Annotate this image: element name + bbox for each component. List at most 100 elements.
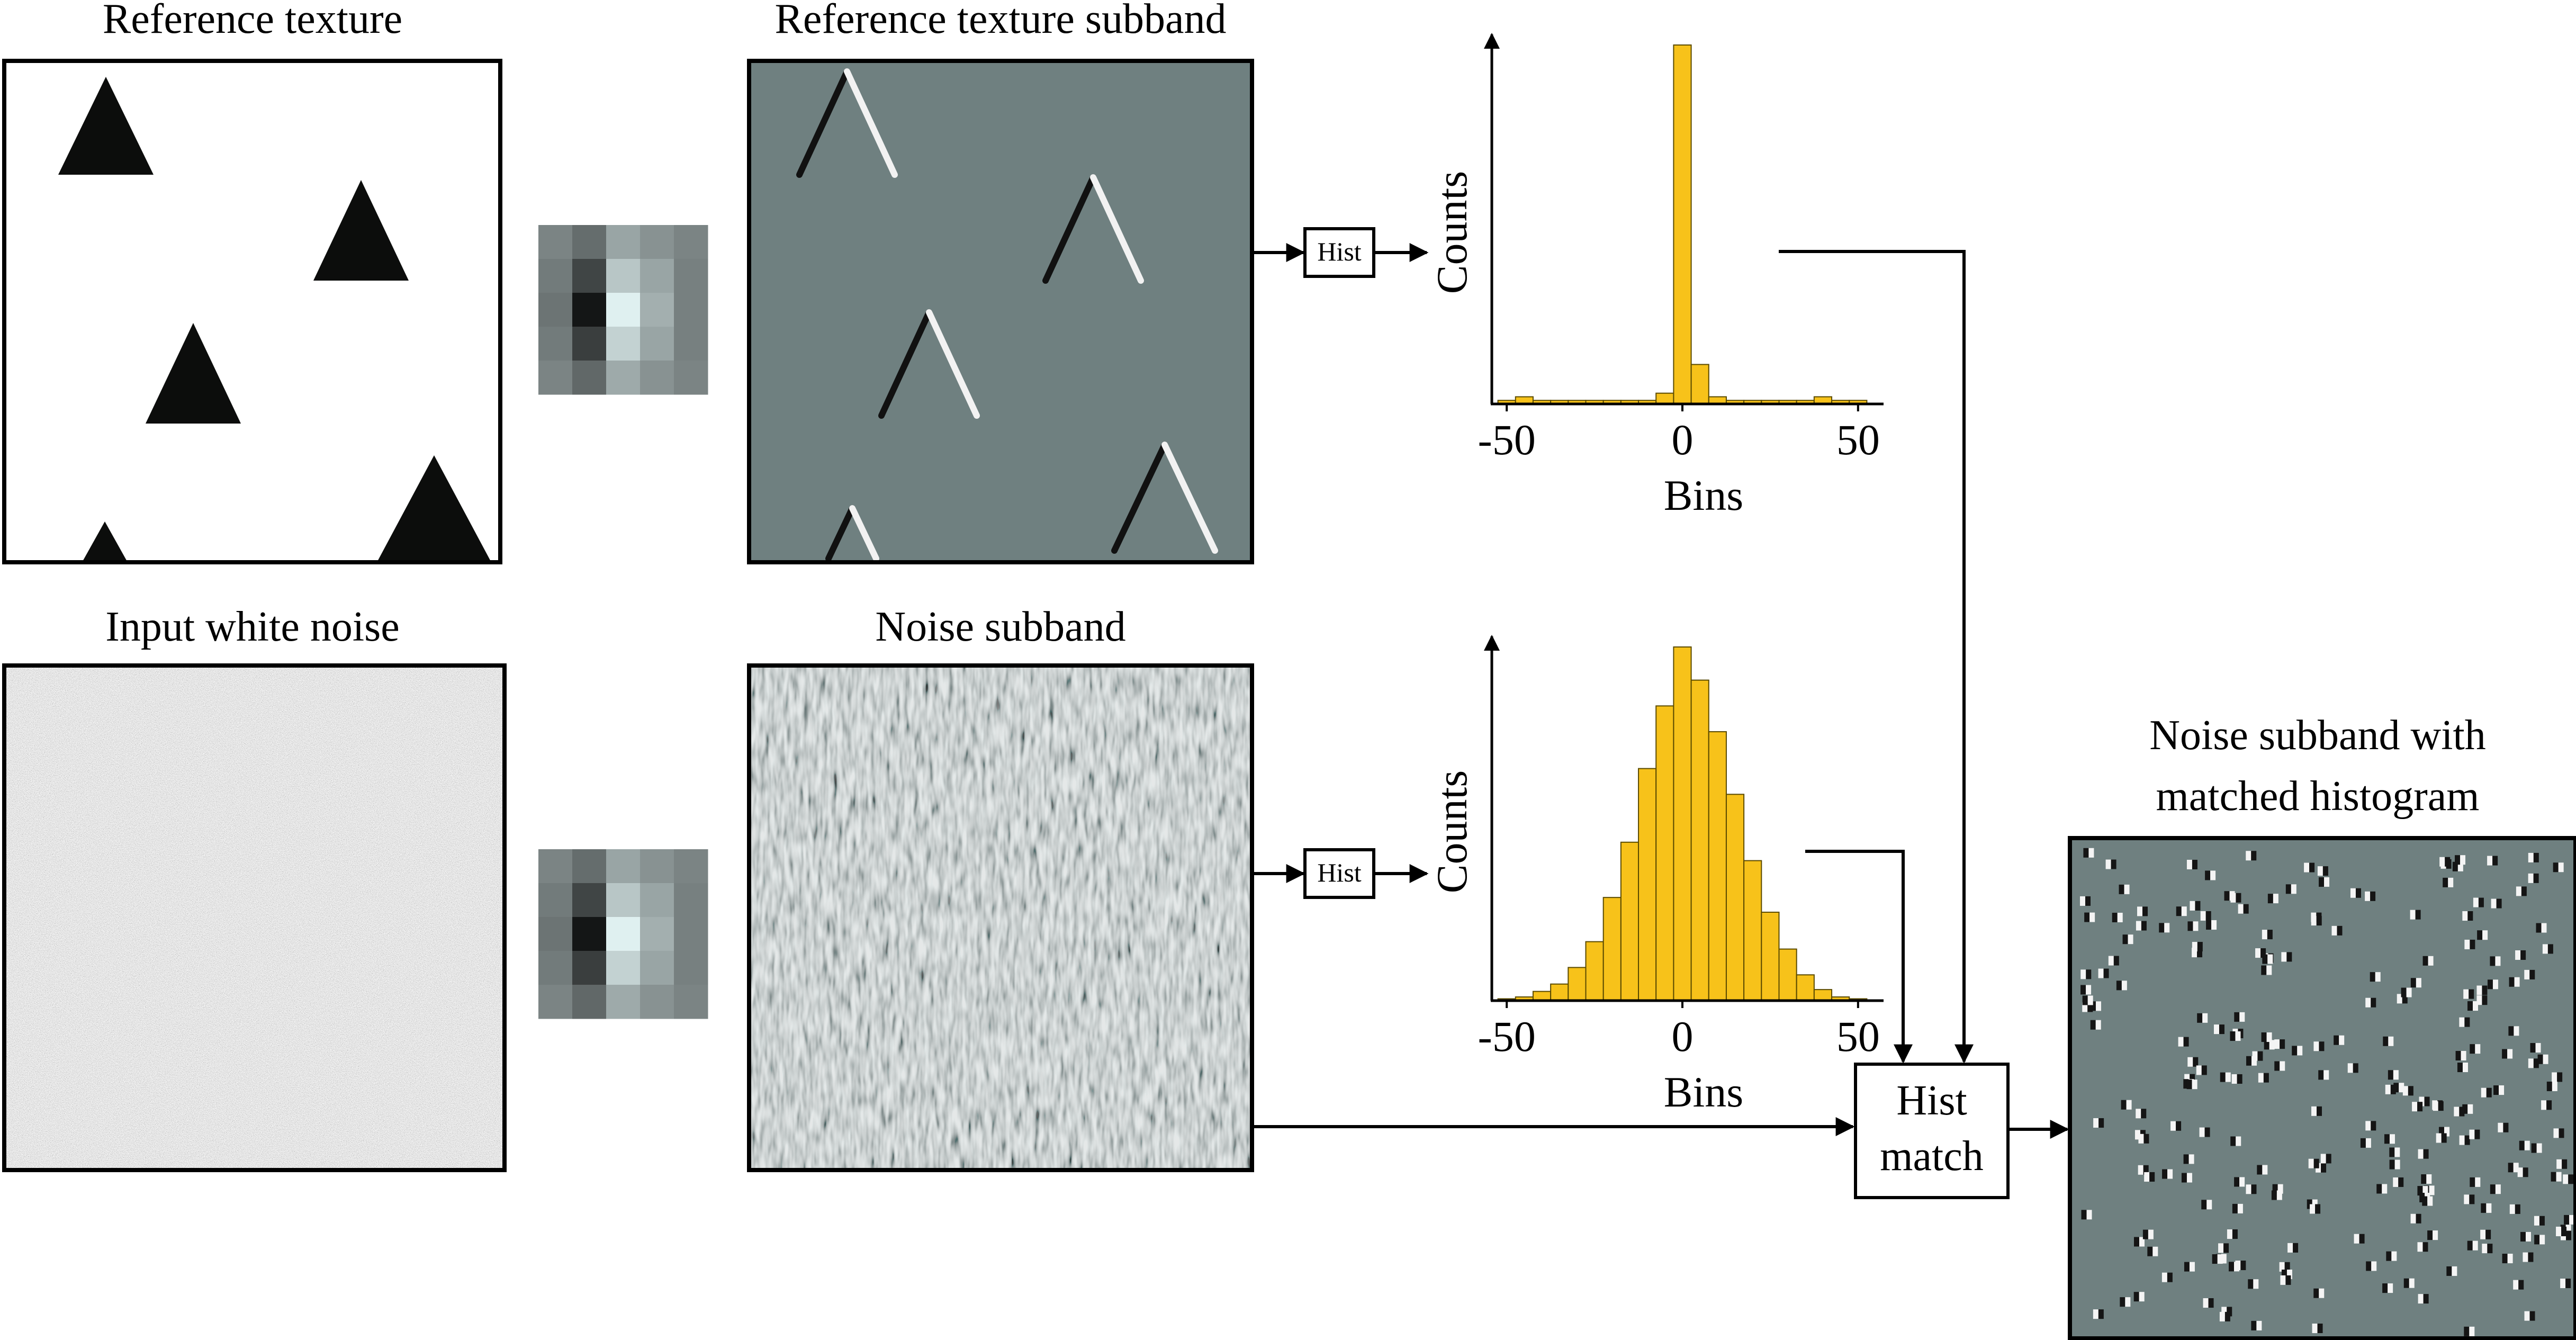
speckle: [2261, 965, 2267, 975]
input-noise-title: Input white noise: [105, 604, 399, 650]
speckle: [2237, 1203, 2243, 1213]
speckle: [2487, 856, 2493, 866]
speckle: [2516, 886, 2521, 896]
x-axis-label: Bins: [1664, 471, 1743, 519]
kernel-pixel: [538, 951, 573, 985]
speckle: [2438, 1101, 2444, 1111]
speckle: [2542, 944, 2548, 954]
speckle: [2257, 1165, 2263, 1175]
speckle: [2462, 911, 2468, 921]
speckle: [2142, 906, 2148, 916]
speckle: [2475, 1044, 2481, 1054]
speckle: [2090, 1001, 2096, 1011]
connector-ref-histogram-to-match: [1779, 250, 1974, 1064]
kernel-pixel: [674, 883, 708, 918]
histogram-bar: [1743, 860, 1762, 1002]
speckle: [2393, 1177, 2399, 1187]
speckle: [2371, 997, 2376, 1008]
speckle: [2080, 969, 2086, 979]
speckle: [2190, 1074, 2195, 1084]
speckle: [2221, 1307, 2227, 1317]
speckle: [2257, 1051, 2263, 1061]
speckle: [2170, 1121, 2176, 1131]
histogram-bar: [1690, 679, 1709, 1001]
speckle: [2219, 1311, 2225, 1321]
speckle: [2464, 1326, 2470, 1336]
speckle: [2389, 1159, 2395, 1170]
speckle: [2230, 1031, 2236, 1041]
speckle: [2427, 1230, 2433, 1240]
speckle: [2386, 1251, 2392, 1261]
speckle: [2117, 913, 2123, 923]
histogram-bar: [1620, 841, 1640, 1001]
histogram-reference: -50 0 50 Bins Counts: [1428, 33, 1884, 519]
speckle: [2455, 1051, 2461, 1061]
speckle: [2444, 1127, 2449, 1137]
x-tick-label: 50: [1836, 1012, 1880, 1060]
x-tick-label: 50: [1836, 416, 1880, 464]
speckle: [2186, 859, 2192, 869]
speckle: [2384, 1134, 2390, 1144]
speckle: [2393, 1083, 2399, 1093]
speckle: [2134, 1130, 2140, 1140]
kernel-pixel: [538, 225, 573, 259]
speckle: [2083, 848, 2089, 858]
speckle: [2508, 1163, 2514, 1173]
speckle: [2313, 1158, 2319, 1168]
noise-subband-image: [747, 663, 1254, 1172]
speckle: [2311, 1106, 2317, 1116]
speckle: [2360, 1138, 2366, 1148]
speckle: [2365, 1138, 2371, 1148]
speckle: [2473, 1001, 2479, 1011]
speckle: [2486, 1203, 2492, 1213]
speckle: [2462, 1063, 2468, 1073]
speckle: [2317, 866, 2323, 876]
speckle: [2272, 1184, 2278, 1194]
speckle: [2388, 1036, 2394, 1046]
kernel-pixel: [640, 361, 674, 395]
speckle: [2529, 1311, 2535, 1321]
histogram-bar: [1532, 991, 1552, 1001]
speckle: [2147, 1246, 2153, 1256]
speckle: [2260, 948, 2266, 958]
speckle: [2490, 1184, 2496, 1194]
speckle: [2320, 1154, 2326, 1164]
kernel-pixel: [538, 293, 573, 327]
speckle: [2224, 1311, 2230, 1321]
speckle: [2098, 1309, 2104, 1319]
speckle: [2419, 1193, 2425, 1203]
speckle: [2528, 852, 2534, 862]
speckle: [2541, 923, 2547, 933]
speckle: [2192, 948, 2197, 958]
kernel-pixel: [640, 225, 674, 259]
speckle: [2410, 978, 2416, 988]
kernel-pixel: [640, 883, 674, 918]
speckle: [2473, 897, 2479, 907]
speckle: [2523, 1252, 2528, 1262]
speckle: [2201, 1200, 2207, 1210]
speckle: [2480, 1229, 2486, 1239]
speckle: [2192, 942, 2197, 952]
speckle: [2391, 1251, 2397, 1261]
speckle: [2523, 1167, 2528, 1177]
speckle: [2280, 1061, 2285, 1071]
speckle: [2251, 1056, 2257, 1066]
speckle: [2232, 1203, 2238, 1213]
kernel-pixel: [640, 951, 674, 985]
speckle: [2476, 995, 2482, 1005]
histogram-bar: [1673, 44, 1692, 404]
speckle: [2133, 1292, 2139, 1302]
speckle: [2467, 911, 2473, 921]
reference-texture-image: [2, 59, 502, 564]
speckle: [2388, 1070, 2393, 1080]
histogram-bar: [1813, 989, 1833, 1001]
speckle: [2562, 1159, 2568, 1169]
kernel-pixel: [674, 849, 708, 884]
kernel-pixel: [572, 849, 607, 884]
speckle: [2093, 1309, 2098, 1319]
speckle: [2519, 1140, 2525, 1150]
speckle: [2491, 898, 2497, 909]
kernel-pixel: [606, 327, 641, 361]
speckle: [2321, 1163, 2327, 1173]
speckle: [2452, 1266, 2457, 1276]
